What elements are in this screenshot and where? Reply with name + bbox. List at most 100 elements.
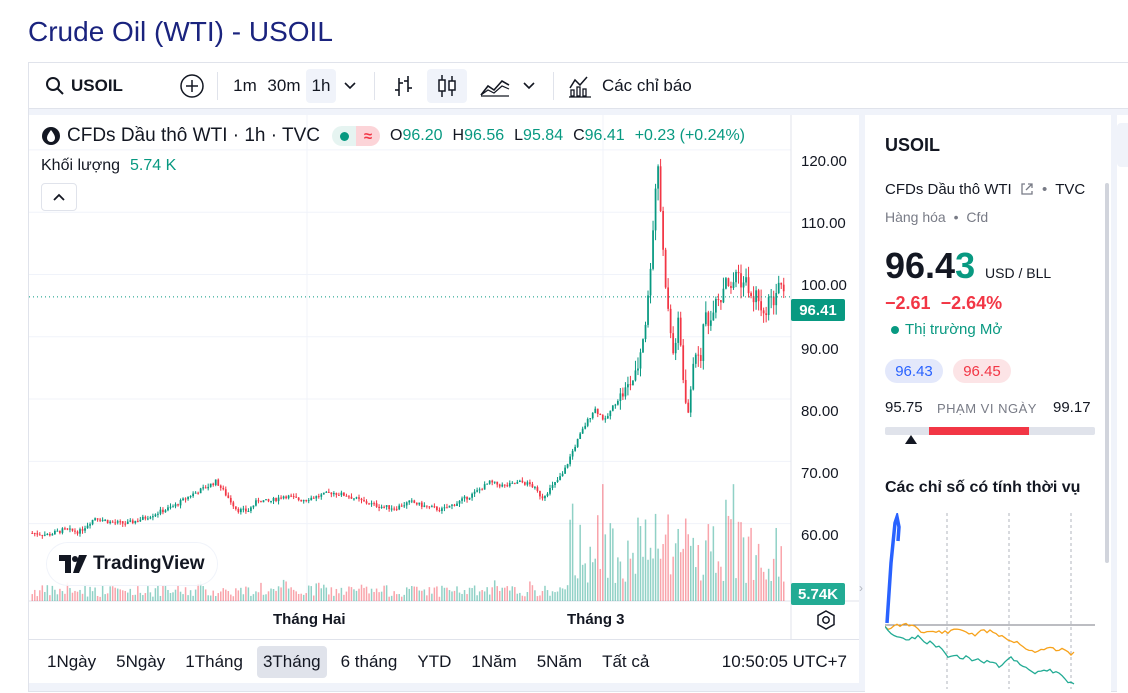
right-toolbar-button[interactable]: [1117, 123, 1128, 167]
area-chart-type-button[interactable]: [475, 69, 515, 103]
volume-bar: [383, 585, 385, 601]
volume-bar: [649, 547, 652, 601]
settings-button[interactable]: [815, 609, 837, 631]
candle-body: [295, 496, 298, 498]
candle-body: [234, 506, 237, 509]
volume-bar: [262, 594, 265, 601]
candle-body: [400, 505, 403, 507]
compare-button[interactable]: [177, 69, 207, 103]
range-3m[interactable]: 3Tháng: [256, 645, 327, 678]
external-link-icon[interactable]: [1020, 182, 1034, 196]
details-symbol[interactable]: USOIL: [885, 135, 941, 155]
volume-bar: [177, 585, 179, 601]
panel-scrollbar[interactable]: [1105, 183, 1109, 563]
volume-bar: [76, 591, 79, 601]
price-chart[interactable]: [29, 115, 859, 639]
candle-body: [270, 500, 272, 502]
collapse-legend-button[interactable]: [41, 183, 77, 211]
volume-bar: [752, 579, 755, 601]
volume-bar: [189, 590, 192, 601]
volume-bar: [674, 543, 677, 601]
interval-30m[interactable]: 30m: [267, 75, 301, 95]
volume-bar: [49, 595, 51, 601]
candle-body: [139, 519, 142, 522]
volume-bar: [290, 587, 292, 601]
volume-bar: [353, 589, 355, 601]
volume-bar: [99, 596, 101, 601]
seasonal-line-orange: [885, 622, 1075, 657]
seasonal-chart[interactable]: [885, 513, 1095, 689]
details-category-row: Hàng hóa • Cfd: [885, 209, 989, 225]
candle-body: [169, 506, 172, 508]
volume-bar: [483, 591, 486, 601]
candle-body: [677, 317, 680, 343]
candle-body: [358, 497, 360, 499]
candle-body: [637, 368, 639, 371]
details-description-row: CFDs Dầu thô WTI • TVC: [885, 181, 1086, 198]
last-price-tag: 96.41: [791, 299, 845, 321]
interval-1m[interactable]: 1m: [233, 75, 257, 95]
range-all[interactable]: Tất cả: [602, 651, 650, 671]
candle-body: [757, 290, 760, 302]
candle-body: [611, 405, 614, 411]
indicators-button[interactable]: Các chỉ báo: [564, 69, 696, 103]
volume-bar: [257, 592, 260, 601]
candle-body: [114, 522, 117, 524]
range-1m[interactable]: 1Tháng: [185, 651, 243, 671]
volume-bar: [647, 559, 649, 601]
candle-body: [146, 518, 149, 520]
volume-bar: [325, 587, 328, 601]
range-5d[interactable]: 5Ngày: [116, 651, 166, 671]
volume-bar: [403, 594, 405, 601]
volume-bar: [411, 586, 413, 601]
details-description[interactable]: CFDs Dầu thô WTI: [885, 181, 1012, 198]
candle-body: [443, 507, 446, 509]
candle-body: [601, 414, 604, 420]
volume-bar: [770, 580, 772, 601]
range-1y[interactable]: 1Năm: [471, 651, 517, 671]
interval-dropdown[interactable]: [336, 69, 364, 103]
clock[interactable]: 10:50:05 UTC+7: [721, 651, 847, 671]
details-exchange[interactable]: TVC: [1055, 181, 1086, 198]
bar-chart-type-button[interactable]: [385, 69, 421, 103]
candle-body: [586, 418, 589, 426]
chart-pane[interactable]: CFDs Dầu thô WTI · 1h · TVC ≈ O96.20 H96.…: [29, 115, 859, 639]
candle-body: [363, 500, 365, 502]
candles-chart-type-button[interactable]: [426, 68, 467, 103]
candle-body: [506, 485, 509, 487]
range-5y[interactable]: 5Năm: [536, 651, 583, 671]
volume-bar: [380, 591, 383, 601]
volume-bar: [466, 594, 468, 601]
candle-body: [531, 484, 534, 488]
volume-bar: [393, 591, 395, 601]
range-ytd[interactable]: YTD: [417, 651, 452, 671]
market-status[interactable]: Thị trường Mở: [891, 321, 1002, 338]
time-label-mar: Tháng 3: [567, 611, 625, 628]
interval-1h[interactable]: 1h: [305, 68, 336, 103]
market-status-pill[interactable]: ≈: [332, 126, 381, 146]
chart-type-dropdown[interactable]: [515, 69, 543, 103]
price-tick: 120.00: [801, 153, 847, 170]
tradingview-logo[interactable]: TradingView: [47, 543, 217, 585]
volume-bar: [531, 585, 534, 601]
volume-bar: [124, 590, 127, 601]
symbol-search[interactable]: USOIL: [39, 69, 129, 103]
candle-body: [629, 384, 632, 386]
seasonal-title[interactable]: Các chỉ số có tính thời vụ: [885, 479, 1081, 496]
details-category[interactable]: Hàng hóa: [885, 209, 946, 225]
panel-collapse-handle[interactable]: ›: [859, 581, 863, 595]
candle-body: [33, 533, 36, 535]
range-6m[interactable]: 6 tháng: [340, 651, 398, 671]
volume-bar: [114, 587, 116, 601]
candle-body: [89, 524, 91, 526]
volume-bar: [652, 558, 654, 601]
candle-body: [622, 393, 624, 397]
candle-body: [466, 496, 468, 500]
range-1d[interactable]: 1Ngày: [47, 651, 97, 671]
volume-bar: [179, 591, 182, 601]
volume-bar: [328, 594, 330, 601]
details-subcategory[interactable]: Cfd: [966, 209, 989, 225]
candle-body: [214, 479, 217, 485]
toolbar-divider: [552, 71, 554, 100]
volume-bar: [586, 582, 589, 601]
